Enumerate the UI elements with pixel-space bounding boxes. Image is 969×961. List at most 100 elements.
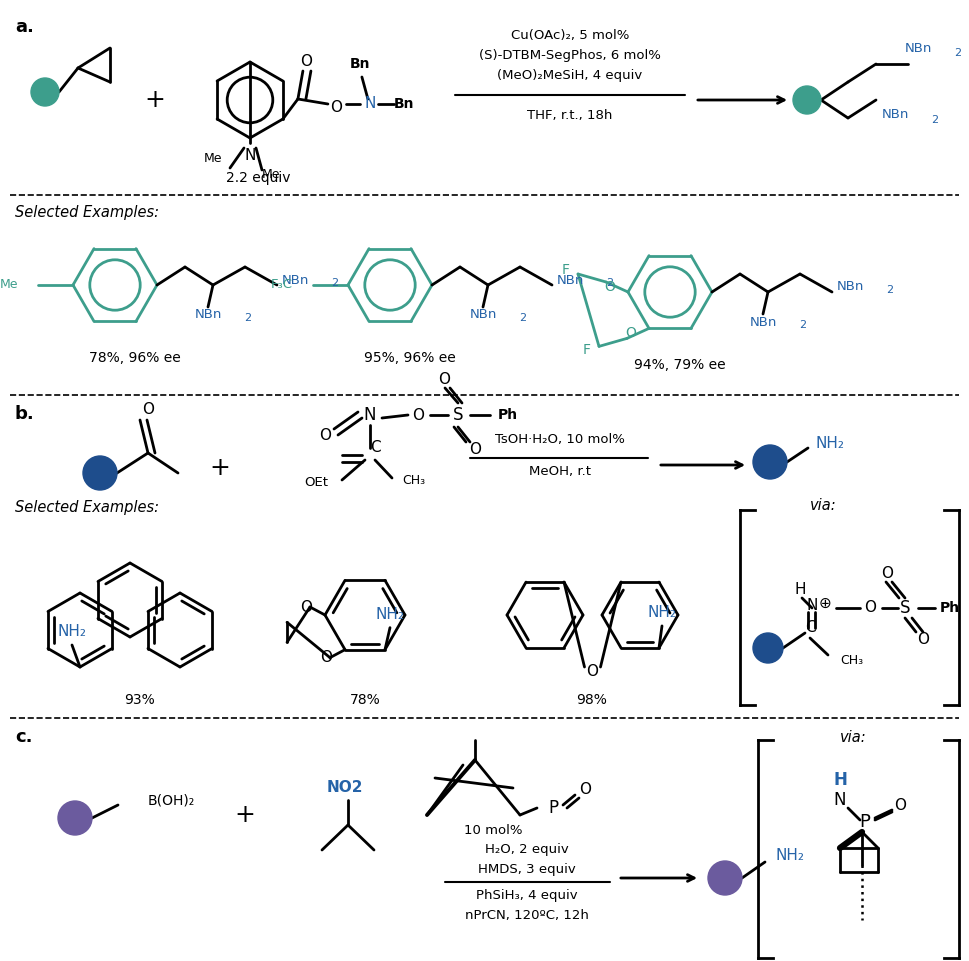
- Text: ⊕: ⊕: [819, 596, 831, 610]
- Text: 2: 2: [954, 48, 961, 58]
- Circle shape: [753, 445, 787, 479]
- Text: N: N: [363, 406, 376, 424]
- Text: NBn: NBn: [749, 315, 777, 329]
- Text: 2: 2: [607, 278, 613, 288]
- Text: S: S: [900, 599, 910, 617]
- Text: NH₂: NH₂: [647, 605, 676, 621]
- Text: 10 mol%: 10 mol%: [464, 824, 522, 836]
- Text: O: O: [319, 428, 331, 442]
- Text: OEt: OEt: [304, 476, 328, 488]
- Text: NH₂: NH₂: [775, 848, 804, 863]
- Text: F: F: [562, 263, 570, 277]
- Text: 78%: 78%: [350, 693, 381, 707]
- Text: 2: 2: [799, 320, 806, 330]
- Text: +: +: [234, 803, 256, 827]
- Text: P: P: [860, 813, 870, 831]
- Text: O: O: [894, 799, 906, 814]
- Text: O: O: [917, 632, 929, 648]
- Text: Selected Examples:: Selected Examples:: [15, 500, 159, 515]
- Text: C: C: [370, 440, 380, 456]
- Text: CH₃: CH₃: [840, 653, 863, 667]
- Text: b.: b.: [15, 405, 35, 423]
- Text: Bn: Bn: [393, 97, 414, 111]
- Text: O: O: [605, 280, 615, 294]
- Circle shape: [58, 801, 92, 835]
- Text: Me: Me: [262, 168, 280, 182]
- Text: Ph: Ph: [940, 601, 960, 615]
- Text: +: +: [144, 88, 166, 112]
- Text: (MeO)₂MeSiH, 4 equiv: (MeO)₂MeSiH, 4 equiv: [497, 68, 642, 82]
- Text: O: O: [142, 403, 154, 417]
- Text: O: O: [469, 442, 481, 457]
- Text: N: N: [364, 96, 376, 111]
- Text: NBn: NBn: [904, 41, 931, 55]
- Text: O: O: [881, 566, 893, 581]
- Circle shape: [708, 861, 742, 895]
- Text: nPrCN, 120ºC, 12h: nPrCN, 120ºC, 12h: [465, 909, 589, 923]
- Text: F₃C: F₃C: [271, 279, 293, 291]
- Text: N: N: [806, 598, 818, 612]
- Text: Ph: Ph: [498, 408, 518, 422]
- Text: O: O: [300, 600, 312, 614]
- Text: 93%: 93%: [125, 693, 155, 707]
- Text: NH₂: NH₂: [376, 607, 404, 622]
- Text: O: O: [300, 54, 312, 68]
- Circle shape: [83, 456, 117, 490]
- Text: THF, r.t., 18h: THF, r.t., 18h: [527, 109, 612, 121]
- Text: Bn: Bn: [350, 57, 370, 71]
- Text: O: O: [412, 407, 424, 423]
- Text: 78%, 96% ee: 78%, 96% ee: [89, 351, 181, 365]
- Text: TsOH·H₂O, 10 mol%: TsOH·H₂O, 10 mol%: [495, 433, 625, 447]
- Text: NO2: NO2: [327, 780, 363, 796]
- Text: 2: 2: [931, 115, 939, 125]
- Text: F: F: [583, 343, 591, 357]
- Text: O: O: [329, 100, 342, 114]
- Text: c.: c.: [15, 728, 33, 746]
- Text: NH₂: NH₂: [57, 625, 86, 639]
- Text: PhSiH₃, 4 equiv: PhSiH₃, 4 equiv: [476, 890, 578, 902]
- Text: C: C: [804, 621, 815, 635]
- Text: NBn: NBn: [195, 308, 222, 322]
- Text: via:: via:: [810, 498, 836, 512]
- Text: O: O: [579, 782, 591, 798]
- Text: NBn: NBn: [836, 281, 863, 293]
- Text: 2.2 equiv: 2.2 equiv: [226, 171, 291, 185]
- Text: CH₃: CH₃: [402, 474, 425, 486]
- Text: Me: Me: [203, 152, 222, 164]
- Text: N: N: [833, 791, 846, 809]
- Circle shape: [31, 78, 59, 106]
- Text: S: S: [453, 406, 463, 424]
- Circle shape: [793, 86, 821, 114]
- Text: Selected Examples:: Selected Examples:: [15, 205, 159, 220]
- Text: HMDS, 3 equiv: HMDS, 3 equiv: [478, 864, 576, 876]
- Text: H: H: [833, 771, 847, 789]
- Text: 2: 2: [887, 285, 893, 295]
- Text: NBn: NBn: [281, 274, 309, 286]
- Text: P: P: [547, 799, 558, 817]
- Text: O: O: [320, 651, 332, 665]
- Text: NBn: NBn: [469, 308, 497, 322]
- Text: MeOH, r.t: MeOH, r.t: [529, 465, 591, 479]
- Text: O: O: [626, 327, 637, 340]
- Text: O: O: [586, 664, 599, 679]
- Text: N: N: [244, 148, 256, 163]
- Text: 95%, 96% ee: 95%, 96% ee: [364, 351, 455, 365]
- Text: 94%, 79% ee: 94%, 79% ee: [634, 358, 726, 372]
- Text: NBn: NBn: [556, 274, 583, 286]
- Text: 2: 2: [244, 313, 252, 323]
- Text: O: O: [864, 601, 876, 615]
- Text: Me: Me: [0, 279, 18, 291]
- Text: 98%: 98%: [577, 693, 608, 707]
- Text: H₂O, 2 equiv: H₂O, 2 equiv: [485, 844, 569, 856]
- Text: +: +: [209, 456, 231, 480]
- Text: 2: 2: [331, 278, 338, 288]
- Text: via:: via:: [840, 730, 866, 746]
- Circle shape: [753, 633, 783, 663]
- Text: Cu(OAc)₂, 5 mol%: Cu(OAc)₂, 5 mol%: [511, 29, 629, 41]
- Text: NBn: NBn: [882, 109, 909, 121]
- Text: NH₂: NH₂: [816, 435, 845, 451]
- Text: H: H: [795, 582, 806, 598]
- Text: 2: 2: [519, 313, 526, 323]
- Text: (S)-DTBM-SegPhos, 6 mol%: (S)-DTBM-SegPhos, 6 mol%: [479, 48, 661, 62]
- Text: B(OH)₂: B(OH)₂: [148, 793, 195, 807]
